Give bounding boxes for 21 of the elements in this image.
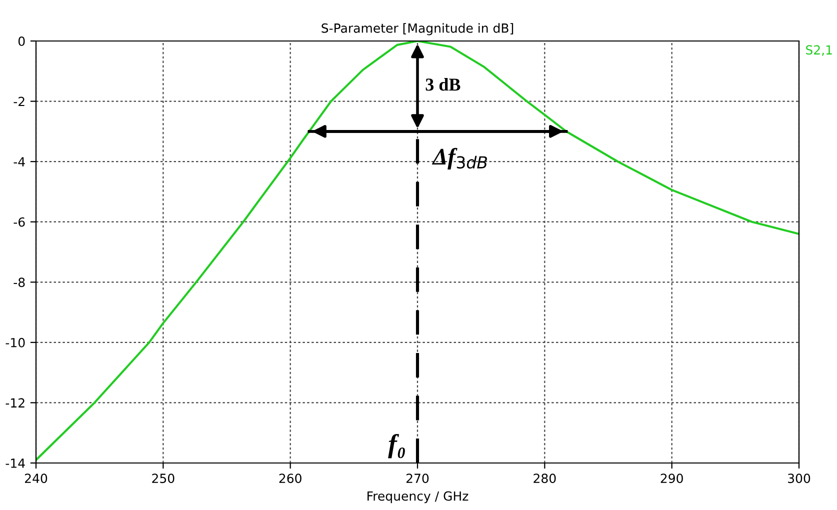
y-tick-label: -10: [6, 338, 25, 348]
y-tick-label: -2: [14, 96, 24, 106]
y-tick-label: -8: [14, 278, 25, 288]
text: S2,1: [806, 45, 832, 56]
y-tick-label: 0: [18, 36, 25, 46]
x-tick-label: 280: [534, 474, 556, 484]
x-axis-title: Frequency / GHz: [368, 491, 468, 504]
y-tick-label: -12: [6, 398, 24, 408]
x-tick-label: 260: [279, 474, 302, 484]
annotation: 3 dB: [426, 78, 460, 91]
x-tick-label: 300: [788, 474, 810, 484]
annotation: Δf$_{3dB}$: [432, 148, 487, 170]
y-tick-label: -14: [6, 458, 25, 468]
x-tick-label: 290: [660, 474, 683, 484]
annotation: f₀: [388, 434, 405, 458]
x-tick-label: 240: [24, 474, 48, 484]
y-tick-label: -4: [14, 157, 25, 166]
y-tick-label: -6: [14, 217, 25, 227]
x-tick-label: 270: [406, 474, 429, 484]
x-tick-label: 250: [152, 474, 174, 484]
chart-title: S-Parameter [Magnitude in dB]: [322, 23, 514, 36]
